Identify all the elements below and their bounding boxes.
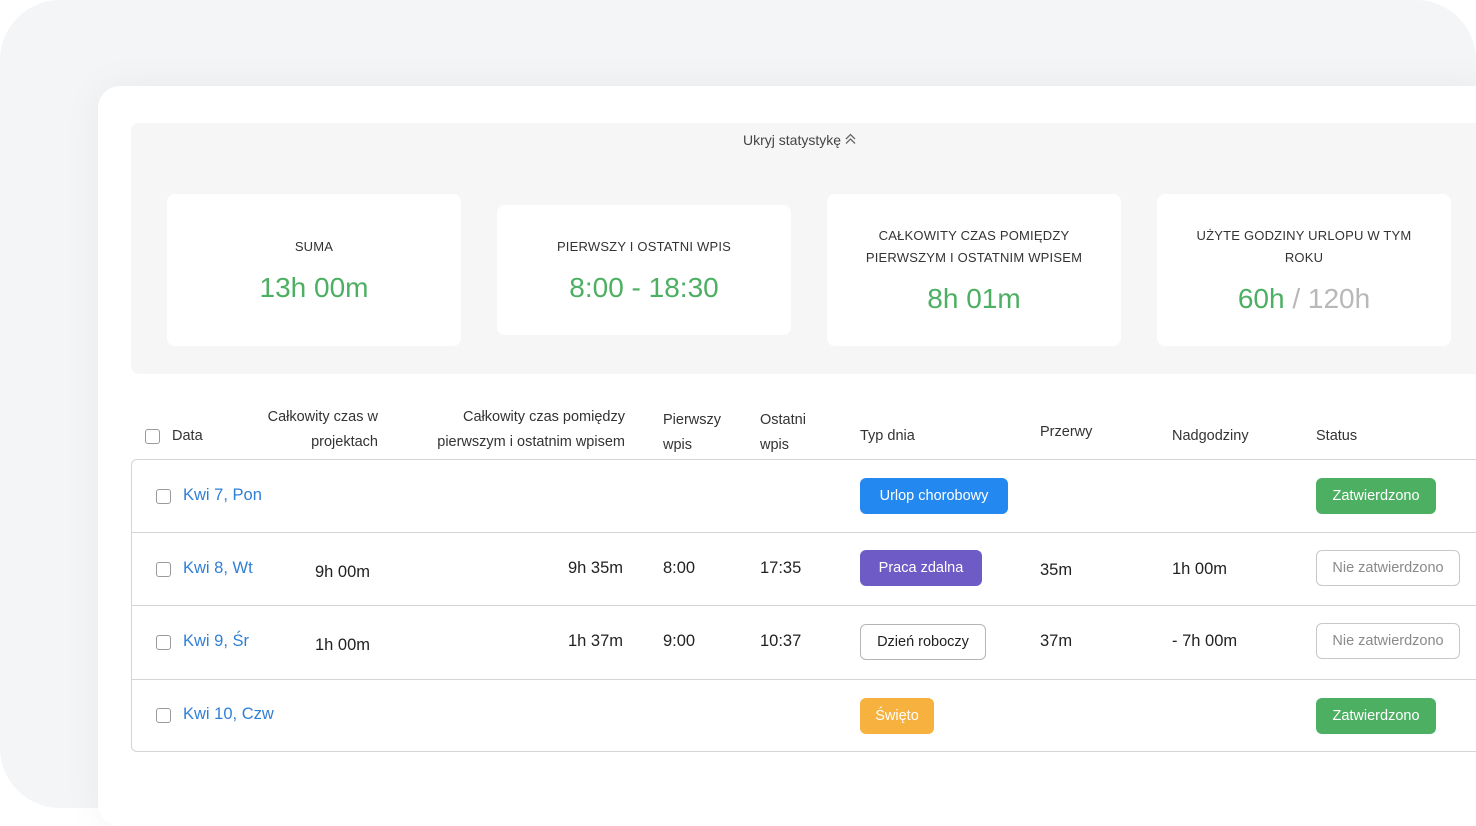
stat-card-value: 8:00 - 18:30	[569, 272, 719, 303]
row-checkbox[interactable]	[156, 635, 171, 650]
stat-card-value: 13h 00m	[259, 272, 369, 303]
status-badge[interactable]: Zatwierdzono	[1316, 478, 1436, 514]
chevron-double-up-icon	[845, 133, 856, 147]
day-type-badge: Praca zdalna	[860, 550, 982, 586]
header-line2: wpis	[760, 437, 790, 453]
overtime-value: - 7h 00m	[1172, 632, 1238, 650]
stat-card-value: 60h / 120h	[1238, 283, 1370, 315]
first-entry-value: 9:00	[663, 632, 696, 650]
breaks-value: 35m	[1040, 561, 1073, 579]
stat-card-label-line1: UŻYTE GODZINY URLOPU W TYM	[1196, 228, 1412, 243]
day-type-badge: Święto	[860, 698, 934, 734]
last-entry-value: 17:35	[760, 559, 802, 577]
stat-card-vacation-hours: UŻYTE GODZINY URLOPU W TYM ROKU 60h / 12…	[1157, 194, 1451, 346]
last-entry-value: 10:37	[760, 632, 802, 650]
header-line1: Pierwszy	[663, 412, 722, 428]
column-header-last-entry: Ostatni wpis	[760, 408, 806, 458]
row-checkbox[interactable]	[156, 489, 171, 504]
stat-card-total: SUMA 13h 00m	[167, 194, 461, 346]
project-time-value: 9h 00m	[315, 563, 371, 581]
column-header-project-time: Całkowity czas w projektach	[230, 405, 378, 455]
stat-card-label: CAŁKOWITY CZAS POMIĘDZY PIERWSZYM I OSTA…	[866, 225, 1082, 269]
breaks-value: 37m	[1040, 632, 1073, 650]
column-header-date: Data	[172, 428, 203, 444]
vacation-total: 120h	[1307, 283, 1371, 314]
stat-card-label: SUMA	[294, 239, 334, 254]
status-badge[interactable]: Nie zatwierdzono	[1316, 550, 1460, 586]
vacation-separator: /	[1292, 283, 1301, 314]
stat-card-value: 8h 01m	[927, 283, 1021, 314]
status-badge[interactable]: Zatwierdzono	[1316, 698, 1436, 734]
column-header-overtime: Nadgodziny	[1172, 428, 1249, 444]
row-divider	[131, 605, 1476, 606]
time-between-value: 9h 35m	[567, 559, 623, 577]
row-divider	[131, 679, 1476, 680]
column-header-day-type: Typ dnia	[860, 428, 915, 444]
select-all-checkbox[interactable]	[145, 429, 160, 444]
row-divider	[131, 532, 1476, 533]
header-line2: projektach	[311, 434, 378, 450]
day-type-badge: Urlop chorobowy	[860, 478, 1008, 514]
row-checkbox[interactable]	[156, 708, 171, 723]
hide-statistics-label: Ukryj statystykę	[743, 132, 842, 148]
stat-card-time-between: CAŁKOWITY CZAS POMIĘDZY PIERWSZYM I OSTA…	[827, 194, 1121, 346]
time-between-value: 1h 37m	[567, 632, 623, 650]
stat-card-label-line2: PIERWSZYM I OSTATNIM WPISEM	[865, 250, 1083, 265]
row-date-link[interactable]: Kwi 10, Czw	[183, 705, 274, 723]
column-header-breaks: Przerwy	[1040, 424, 1093, 440]
day-type-badge: Dzień roboczy	[860, 624, 986, 660]
column-header-first-entry: Pierwszy wpis	[663, 408, 721, 458]
hide-statistics-toggle[interactable]: Ukryj statystykę	[743, 132, 856, 148]
header-line1: Ostatni	[760, 412, 806, 428]
row-date-link[interactable]: Kwi 8, Wt	[183, 559, 253, 577]
header-line1: Całkowity czas pomiędzy	[463, 409, 625, 425]
header-line1: Całkowity czas w	[267, 409, 378, 425]
overtime-value: 1h 00m	[1172, 560, 1228, 578]
stat-card-label-line1: CAŁKOWITY CZAS POMIĘDZY	[878, 228, 1070, 243]
first-entry-value: 8:00	[663, 559, 696, 577]
project-time-value: 1h 00m	[315, 636, 371, 654]
vacation-used: 60h	[1237, 283, 1285, 314]
row-checkbox[interactable]	[156, 562, 171, 577]
stat-card-label: PIERWSZY I OSTATNI WPIS	[556, 239, 732, 254]
column-header-time-between: Całkowity czas pomiędzy pierwszym i osta…	[400, 405, 625, 455]
stat-card-label: UŻYTE GODZINY URLOPU W TYM ROKU	[1197, 225, 1412, 269]
row-date-link[interactable]: Kwi 9, Śr	[183, 632, 250, 650]
stat-card-label-line2: ROKU	[1284, 250, 1324, 265]
stat-card-first-last-entry: PIERWSZY I OSTATNI WPIS 8:00 - 18:30	[497, 205, 791, 335]
header-line2: pierwszym i ostatnim wpisem	[437, 434, 625, 450]
header-line2: wpis	[663, 437, 693, 453]
row-date-link[interactable]: Kwi 7, Pon	[183, 486, 262, 504]
column-header-status: Status	[1316, 428, 1358, 444]
status-badge[interactable]: Nie zatwierdzono	[1316, 623, 1460, 659]
